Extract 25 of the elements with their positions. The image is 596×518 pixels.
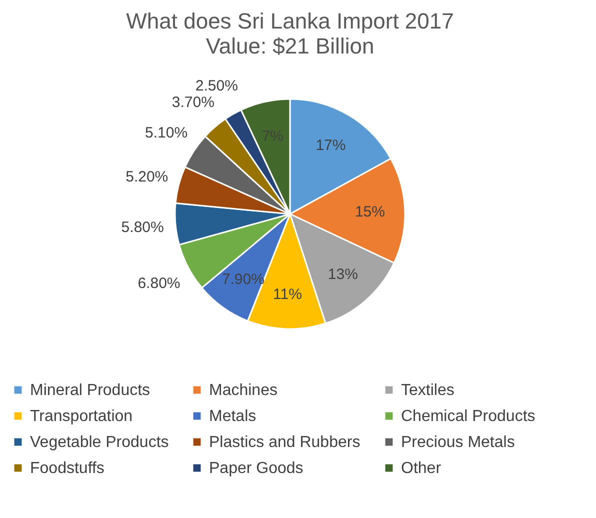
data-label: 17%	[316, 137, 346, 154]
legend-label: Paper Goods	[209, 460, 304, 477]
legend-label: Other	[401, 460, 442, 477]
data-label: 5.80%	[121, 219, 164, 236]
data-label: 11%	[273, 286, 302, 303]
chart-subtitle: Value: $21 Billion	[206, 34, 374, 59]
legend-label: Plastics and Rubbers	[209, 434, 360, 451]
legend-label: Mineral Products	[30, 382, 150, 399]
data-label: 3.70%	[172, 94, 214, 112]
legend-label: Textiles	[401, 382, 454, 399]
legend-label: Chemical Products	[401, 408, 536, 425]
data-label: 15%	[354, 203, 385, 220]
data-label: 5.10%	[145, 124, 188, 142]
legend-label: Vegetable Products	[30, 434, 169, 451]
data-label: 13%	[328, 266, 358, 284]
legend-label: Machines	[209, 382, 278, 399]
data-label: 5.20%	[126, 168, 168, 186]
legend-label: Foodstuffs	[30, 460, 104, 477]
legend-label: Precious Metals	[401, 434, 515, 451]
legend-label: Metals	[209, 408, 256, 425]
legend-label: Transportation	[30, 408, 133, 425]
chart-title: What does Sri Lanka Import 2017	[126, 8, 454, 34]
data-label: 2.50%	[195, 77, 238, 94]
data-label: 6.80%	[138, 274, 180, 292]
data-label: 7.90%	[222, 270, 264, 288]
